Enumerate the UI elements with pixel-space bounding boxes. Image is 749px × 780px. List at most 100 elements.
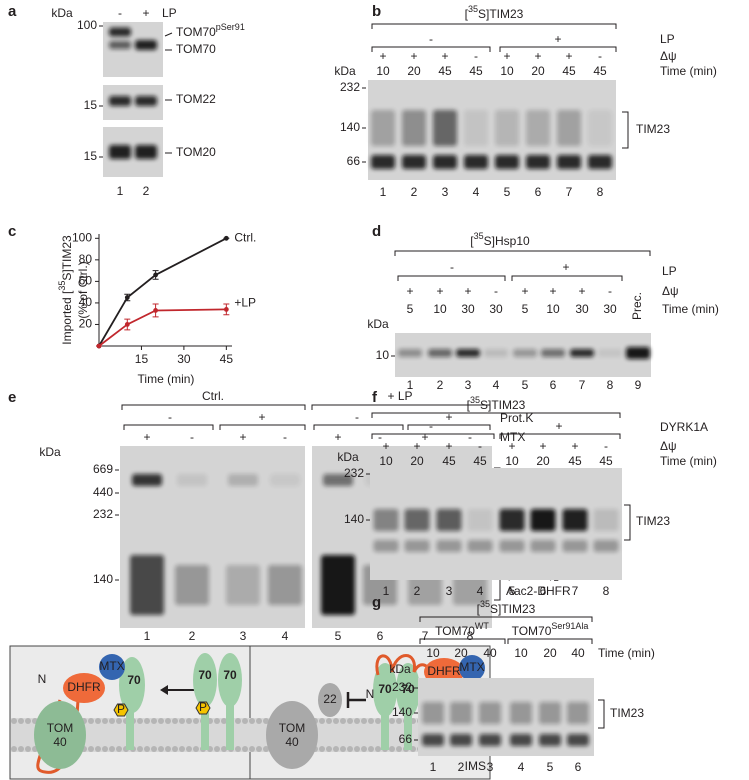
- x-tick-label: 15: [135, 352, 149, 366]
- label: 1: [144, 629, 151, 643]
- lipid-head: [137, 718, 143, 724]
- label: 45: [562, 64, 576, 78]
- band: [562, 540, 588, 552]
- label: +: [379, 49, 386, 63]
- label: 30: [489, 302, 503, 316]
- label: 4: [493, 378, 500, 392]
- panel-letter: d: [372, 223, 381, 240]
- tom70-stem: [404, 705, 412, 750]
- label: 45: [469, 64, 483, 78]
- band: [373, 540, 399, 552]
- band: [495, 110, 519, 146]
- bracket: [121, 404, 306, 410]
- band: [109, 27, 131, 37]
- marker-label: 15: [84, 149, 98, 163]
- label: +: [565, 49, 572, 63]
- label: DHFR: [67, 680, 101, 694]
- label: +: [258, 410, 265, 424]
- band: [270, 474, 300, 486]
- label: -: [450, 260, 454, 274]
- band: [526, 155, 550, 169]
- series-line: [98, 308, 227, 347]
- lipid-head: [368, 746, 374, 752]
- lipid-head: [214, 718, 220, 724]
- lipid-head: [333, 718, 339, 724]
- band: [557, 110, 581, 146]
- lipid-head: [151, 746, 157, 752]
- label: -: [598, 49, 602, 63]
- label: N: [38, 672, 47, 686]
- label: 1: [380, 185, 387, 199]
- band-label: TOM70: [176, 42, 216, 56]
- lipid-head: [389, 718, 395, 724]
- band: [467, 509, 493, 531]
- lipid-head: [11, 718, 17, 724]
- tom70: [119, 657, 145, 713]
- bracket: [371, 433, 495, 439]
- lipid-head: [249, 746, 255, 752]
- label: +: [239, 430, 246, 444]
- marker-label: 66: [347, 154, 361, 168]
- data-point: [96, 343, 102, 349]
- lipid-head: [326, 718, 332, 724]
- label: 45: [473, 454, 487, 468]
- lipid-head: [186, 718, 192, 724]
- label: -: [468, 430, 472, 444]
- band: [132, 474, 162, 486]
- y-tick-label: 100: [72, 230, 92, 244]
- label: kDa: [51, 6, 73, 20]
- label: -: [608, 284, 612, 298]
- band: [530, 509, 556, 531]
- label: -: [429, 419, 433, 433]
- band: [510, 734, 532, 746]
- data-point: [124, 322, 130, 327]
- text-part: TOM70: [435, 624, 475, 638]
- label: -: [190, 430, 194, 444]
- label: 9: [635, 378, 642, 392]
- label: 6: [377, 629, 384, 643]
- band: [130, 555, 164, 615]
- text-part: [: [467, 398, 471, 412]
- lipid-head: [249, 718, 255, 724]
- label: 40: [53, 735, 67, 749]
- label: 7: [566, 185, 573, 199]
- label: -: [283, 430, 287, 444]
- lipid-head: [221, 746, 227, 752]
- band: [268, 565, 302, 605]
- label: 70: [378, 682, 392, 696]
- label: +: [539, 439, 546, 453]
- label: +: [508, 439, 515, 453]
- superscript: 35: [468, 4, 478, 14]
- band: [433, 155, 457, 169]
- superscript: 35: [480, 599, 490, 609]
- marker-label: 140: [93, 572, 113, 586]
- marker-label: 140: [340, 120, 360, 134]
- lipid-head: [186, 746, 192, 752]
- label: 5: [504, 185, 511, 199]
- band-pointer: [164, 32, 173, 37]
- tom70-stem: [201, 700, 209, 750]
- band: [109, 96, 131, 106]
- data-point: [124, 295, 130, 300]
- bracket: [419, 616, 593, 622]
- label: -: [604, 439, 608, 453]
- lipid-head: [193, 746, 199, 752]
- text-part: Imported [: [60, 290, 74, 345]
- lipid-head: [396, 746, 402, 752]
- band: [530, 540, 556, 552]
- bracket: [371, 46, 491, 52]
- label: 45: [568, 454, 582, 468]
- label: +: [521, 284, 528, 298]
- data-point: [223, 235, 229, 241]
- tom70: [373, 663, 397, 717]
- label: 5: [407, 302, 414, 316]
- data-point: [153, 308, 158, 313]
- lipid-head: [242, 746, 248, 752]
- label: -: [168, 410, 172, 424]
- label: LP: [662, 264, 677, 278]
- label: 10: [376, 64, 390, 78]
- title: [35S]Hsp10: [470, 231, 530, 248]
- label: +: [445, 410, 452, 424]
- label: 3: [240, 629, 247, 643]
